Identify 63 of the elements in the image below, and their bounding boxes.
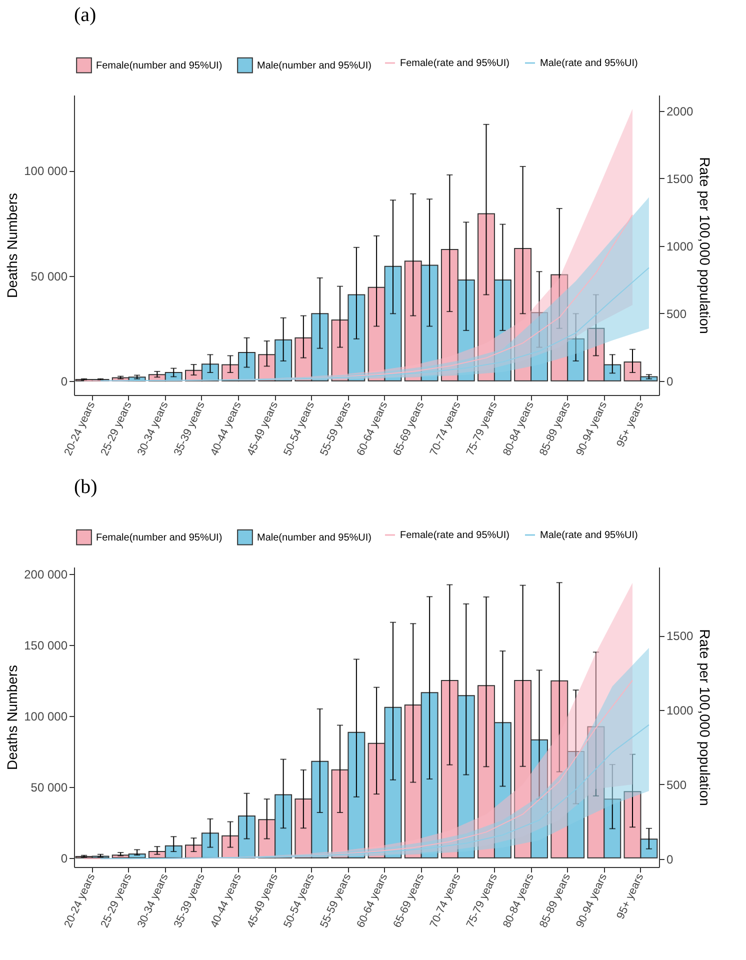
- x-tick-label: 90-94 years: [574, 872, 610, 930]
- y-tick-label: 200 000: [24, 568, 68, 582]
- x-tick-label: 25-29 years: [98, 872, 134, 930]
- x-tick-label: 55-59 years: [318, 400, 354, 458]
- x-tick-label: 80-84 years: [501, 872, 537, 930]
- legend-label: Male(rate and 95%UI): [540, 530, 638, 541]
- x-tick-label: 20-24 years: [62, 400, 98, 458]
- x-tick-label: 40-44 years: [208, 400, 244, 458]
- x-tick-label: 40-44 years: [208, 872, 244, 930]
- y2-tick-label: 500: [666, 306, 687, 321]
- legend-label: Female(rate and 95%UI): [400, 530, 510, 541]
- legend-label: Female(number and 95%UI): [96, 532, 222, 544]
- x-tick-label: 75-79 years: [464, 400, 500, 458]
- y2-tick-label: 1000: [666, 704, 694, 718]
- y-tick-label: 50 000: [30, 269, 68, 284]
- x-tick-label: 35-39 years: [172, 400, 208, 458]
- x-tick-label: 65-69 years: [391, 872, 427, 930]
- y-tick-label: 50 000: [30, 780, 68, 794]
- x-tick-label: 80-84 years: [501, 400, 537, 458]
- y-axis-title: Deaths Numbers: [4, 664, 20, 770]
- x-tick-label: 55-59 years: [318, 872, 354, 930]
- x-tick-label: 65-69 years: [391, 400, 427, 458]
- y2-axis-title: Rate per 100,000 population: [697, 157, 714, 334]
- y-axis-title: Deaths Numbers: [4, 192, 20, 298]
- y2-tick-label: 1000: [666, 239, 694, 254]
- y2-tick-label: 2000: [666, 104, 694, 118]
- legend-label: Male(number and 95%UI): [257, 532, 372, 544]
- legend-label: Female(number and 95%UI): [96, 60, 222, 72]
- x-tick-label: 95+ years: [614, 400, 646, 450]
- x-tick-label: 45-49 years: [245, 400, 281, 458]
- legend-label: Male(rate and 95%UI): [540, 58, 638, 69]
- y2-tick-label: 500: [666, 778, 687, 792]
- x-tick-label: 50-54 years: [282, 872, 318, 930]
- y-tick-label: 100 000: [24, 164, 68, 178]
- y2-tick-label: 1500: [666, 629, 694, 644]
- x-tick-label: 70-74 years: [428, 400, 464, 458]
- x-tick-label: 20-24 years: [62, 872, 98, 930]
- x-tick-label: 60-64 years: [354, 872, 390, 930]
- x-tick-label: 30-34 years: [135, 872, 172, 930]
- x-tick-label: 85-89 years: [538, 400, 574, 458]
- y2-tick-label: 1500: [666, 172, 694, 186]
- y-tick-label: 0: [60, 851, 68, 866]
- x-tick-label: 35-39 years: [172, 872, 208, 930]
- x-tick-label: 90-94 years: [574, 400, 610, 458]
- x-tick-label: 85-89 years: [538, 872, 574, 930]
- x-tick-label: 30-34 years: [135, 400, 172, 458]
- x-tick-label: 60-64 years: [354, 400, 390, 458]
- x-tick-label: 75-79 years: [464, 872, 500, 930]
- x-tick-label: 45-49 years: [245, 872, 281, 930]
- y-tick-label: 150 000: [24, 638, 68, 653]
- x-tick-label: 95+ years: [614, 872, 646, 922]
- chart-title: (b): [74, 476, 98, 498]
- x-tick-label: 25-29 years: [98, 400, 134, 458]
- legend-label: Female(rate and 95%UI): [400, 58, 510, 69]
- y-tick-label: 0: [60, 374, 68, 388]
- chart-title: (a): [74, 4, 96, 26]
- legend-label: Male(number and 95%UI): [257, 60, 372, 72]
- x-tick-label: 50-54 years: [282, 400, 318, 458]
- y-tick-label: 100 000: [24, 710, 68, 724]
- y2-axis-title: Rate per 100,000 population: [697, 629, 714, 806]
- y2-tick-label: 0: [666, 852, 674, 866]
- x-tick-label: 70-74 years: [428, 872, 464, 930]
- y2-tick-label: 0: [666, 374, 674, 388]
